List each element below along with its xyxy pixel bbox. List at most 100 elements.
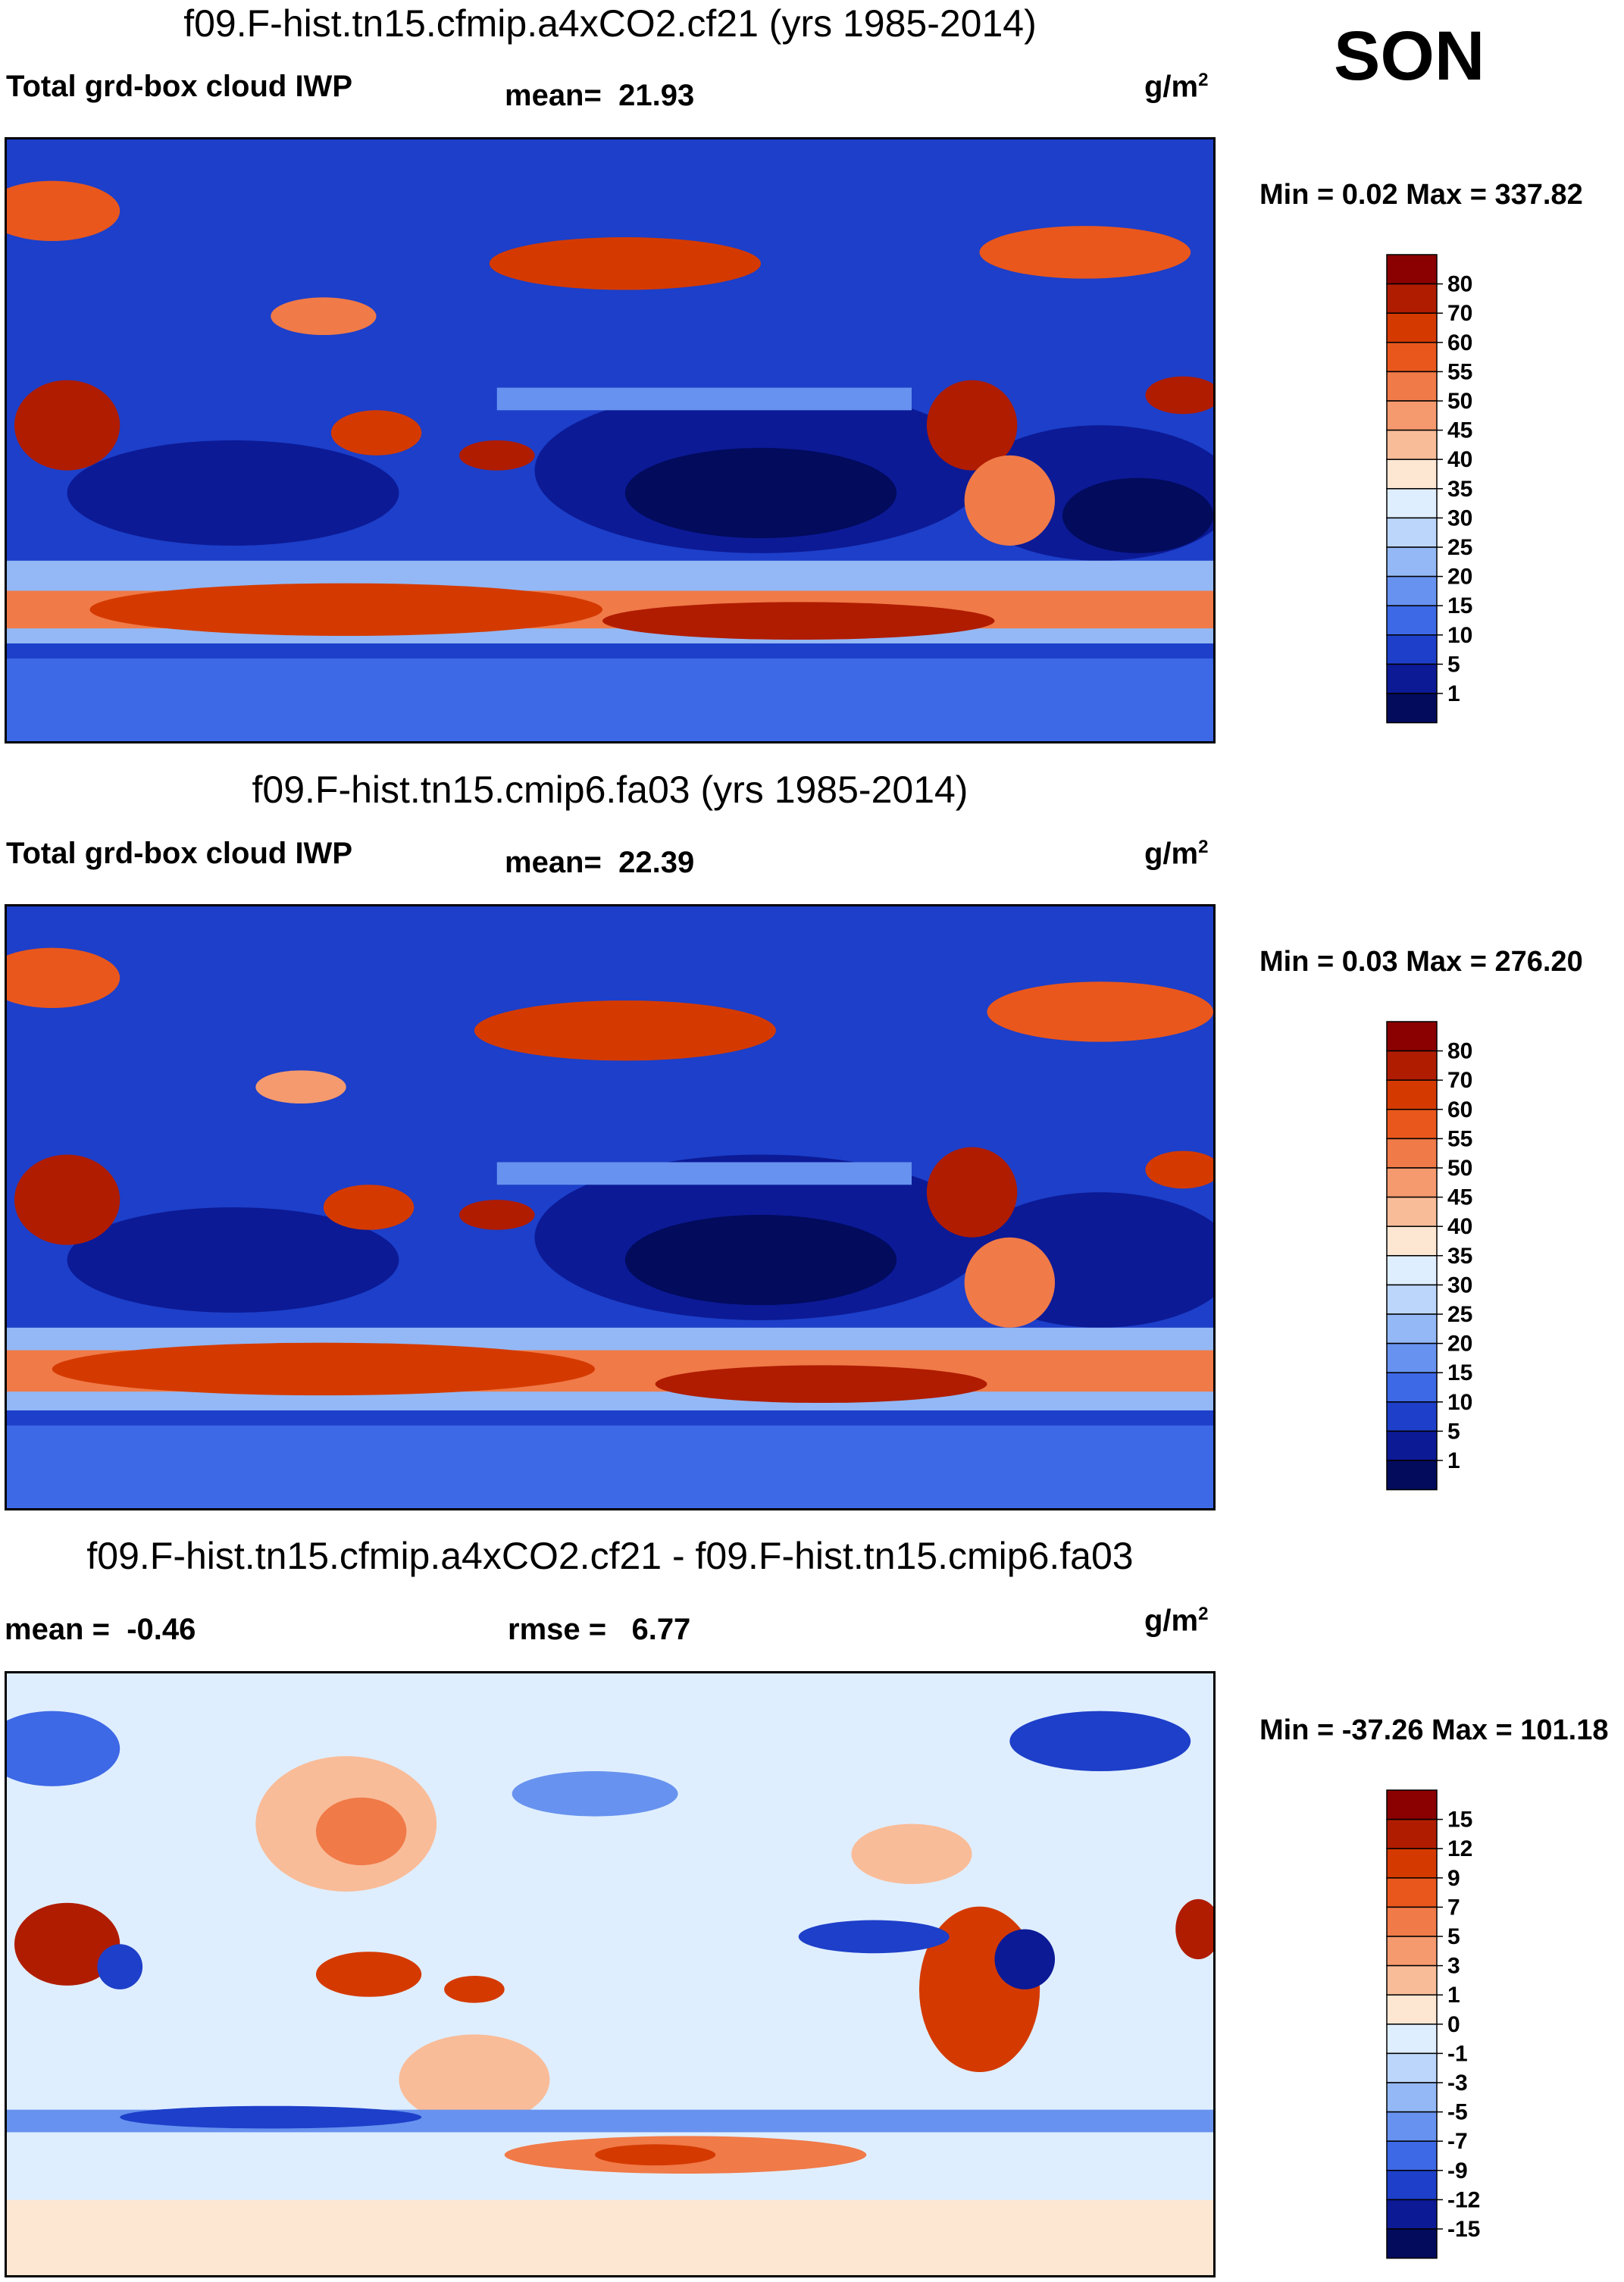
colorbar-box (1386, 2082, 1438, 2113)
panel2-mean-value: 22.39 (618, 846, 695, 879)
panel2-colorbar: 80 70 60 55 50 45 40 35 30 25 20 15 10 5 1 (1385, 1020, 1567, 1498)
colorbar-box (1386, 254, 1438, 285)
units-base: g/m (1144, 70, 1199, 104)
colorbar-box (1386, 634, 1438, 665)
panel3-rmse: rmse = 6.77 (508, 1613, 690, 1647)
colorbar-tick-label: 45 (1447, 418, 1472, 443)
colorbar-tick-label: 15 (1447, 593, 1472, 618)
colorbar-box (1386, 1050, 1438, 1081)
colorbar-tick-label: 30 (1447, 1272, 1472, 1298)
panel1-min-max: Min = 0.02 Max = 337.82 (1259, 179, 1583, 211)
colorbar-tick-label: 0 (1447, 2012, 1460, 2037)
colorbar-tick-label: -9 (1447, 2158, 1468, 2183)
panel1-variable-label: Total grd-box cloud IWP (6, 70, 352, 103)
colorbar-box (1386, 1906, 1438, 1937)
colorbar-tick-label: 20 (1447, 1332, 1472, 1357)
panel1-mean-value: 21.93 (618, 79, 695, 112)
colorbar-tick-label: -7 (1447, 2129, 1468, 2154)
colorbar-box (1386, 2199, 1438, 2230)
panel2-min-max: Min = 0.03 Max = 276.20 (1259, 946, 1583, 978)
panel1-units: g/m2 (1144, 70, 1208, 104)
colorbar-box (1386, 1226, 1438, 1257)
colorbar-tick-label: 1 (1447, 681, 1460, 706)
colorbar-box (1386, 2111, 1438, 2142)
panel3-rmse-label: rmse = (508, 1613, 607, 1646)
colorbar-tick-label: 35 (1447, 477, 1472, 502)
colorbar-box (1386, 663, 1438, 694)
panel2-mean-label: mean= (505, 846, 602, 879)
colorbar-tick-label: 12 (1447, 1836, 1472, 1861)
panel2-mean: mean= 22.39 (505, 846, 694, 880)
colorbar-tick-label: 35 (1447, 1244, 1472, 1269)
colorbar-box (1386, 1789, 1438, 1820)
colorbar-box (1386, 1877, 1438, 1908)
panel3-units: g/m2 (1144, 1604, 1208, 1638)
colorbar-tick-label: 55 (1447, 1126, 1472, 1151)
colorbar-box (1386, 342, 1438, 373)
colorbar-box (1386, 1460, 1438, 1491)
units-base: g/m (1144, 837, 1199, 871)
colorbar-box (1386, 1372, 1438, 1403)
panel3-map (5, 1671, 1216, 2277)
colorbar-tick-label: 50 (1447, 1156, 1472, 1181)
colorbar-tick-label: 1 (1447, 1448, 1460, 1473)
panel3-mean-label: mean = (5, 1613, 110, 1646)
colorbar-tick-label: 7 (1447, 1895, 1460, 1920)
panel3-title: f09.F-hist.tn15.cfmip.a4xCO2.cf21 - f09.… (86, 1535, 1134, 1577)
colorbar-tick-label: 10 (1447, 1390, 1472, 1415)
colorbar-box (1386, 605, 1438, 636)
colorbar-box (1386, 371, 1438, 402)
colorbar-box (1386, 1848, 1438, 1879)
panel3-mean-value: -0.46 (127, 1613, 196, 1646)
colorbar-tick-label: 5 (1447, 1924, 1460, 1949)
panel2-title: f09.F-hist.tn15.cmip6.fa03 (yrs 1985-201… (252, 768, 968, 811)
colorbar-tick-label: 50 (1447, 389, 1472, 414)
panel2-units: g/m2 (1144, 837, 1208, 871)
season-label: SON (1334, 17, 1485, 95)
colorbar-tick-label: 60 (1447, 330, 1472, 355)
units-exponent: 2 (1198, 1604, 1209, 1624)
panel1-title: f09.F-hist.tn15.cfmip.a4xCO2.cf21 (yrs 1… (183, 2, 1037, 45)
colorbar-tick-label: -3 (1447, 2071, 1468, 2096)
colorbar-tick-label: 5 (1447, 1419, 1460, 1444)
units-base: g/m (1144, 1604, 1199, 1638)
panel1-mean-label: mean= (505, 79, 602, 112)
colorbar-tick-label: -1 (1447, 2041, 1468, 2066)
panel3-min-max: Min = -37.26 Max = 101.18 (1259, 1714, 1609, 1746)
panel2-map (5, 904, 1216, 1510)
colorbar-tick-label: 55 (1447, 359, 1472, 384)
colorbar-tick-label: 1 (1447, 1983, 1460, 2008)
colorbar-box (1386, 429, 1438, 460)
colorbar-box (1386, 1342, 1438, 1373)
colorbar-tick-label: 15 (1447, 1808, 1472, 1833)
colorbar-box (1386, 693, 1438, 724)
colorbar-tick-label: 20 (1447, 565, 1472, 590)
colorbar-tick-label: 25 (1447, 535, 1472, 560)
colorbar-box (1386, 1284, 1438, 1315)
colorbar-tick-label: 45 (1447, 1185, 1472, 1210)
colorbar-tick-label: 70 (1447, 301, 1472, 326)
panel3-colorbar: 15 12 9 7 5 3 1 0 -1 -3 -5 -7 -9 -12 -15 (1385, 1789, 1567, 2266)
colorbar-box (1386, 1401, 1438, 1432)
colorbar-box (1386, 1196, 1438, 1227)
colorbar-box (1386, 2024, 1438, 2055)
colorbar-box (1386, 2052, 1438, 2083)
colorbar-box (1386, 1079, 1438, 1110)
colorbar-box (1386, 575, 1438, 606)
colorbar-tick-label: 80 (1447, 272, 1472, 297)
colorbar-tick-label: 25 (1447, 1302, 1472, 1327)
colorbar-tick-label: 9 (1447, 1866, 1460, 1891)
colorbar-box (1386, 283, 1438, 314)
colorbar-tick-label: 80 (1447, 1039, 1472, 1064)
colorbar-box (1386, 517, 1438, 548)
panel3-rmse-value: 6.77 (631, 1613, 691, 1646)
colorbar-box (1386, 2140, 1438, 2171)
colorbar-box (1386, 459, 1438, 490)
colorbar-box (1386, 1255, 1438, 1286)
colorbar-tick-label: 30 (1447, 506, 1472, 531)
colorbar-box (1386, 1964, 1438, 1996)
colorbar-box (1386, 1818, 1438, 1849)
colorbar-box (1386, 1167, 1438, 1198)
colorbar-box (1386, 1021, 1438, 1052)
colorbar-box (1386, 2228, 1438, 2259)
